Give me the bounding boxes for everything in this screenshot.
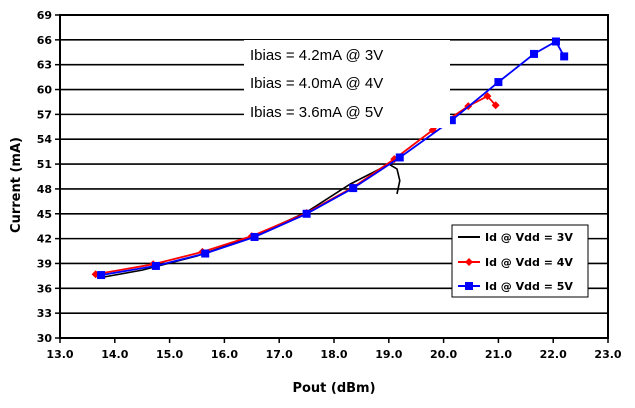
x-tick-label: 18.0 bbox=[320, 348, 347, 361]
data-point-marker bbox=[551, 37, 560, 46]
y-tick-label: 54 bbox=[37, 133, 53, 146]
annotation-line-2: Ibias = 4.0mA @ 4V bbox=[250, 75, 383, 92]
legend-label-3v: Id @ Vdd = 3V bbox=[485, 231, 573, 244]
x-tick-label: 17.0 bbox=[266, 348, 293, 361]
legend: Id @ Vdd = 3V Id @ Vdd = 4V Id @ Vdd = 5… bbox=[451, 224, 589, 298]
data-point-marker bbox=[151, 261, 160, 270]
annotation-background bbox=[244, 40, 450, 128]
data-point-marker bbox=[302, 209, 311, 218]
data-point-marker bbox=[201, 249, 210, 258]
annotation-line-1: Ibias = 4.2mA @ 3V bbox=[250, 47, 383, 64]
y-tick-label: 60 bbox=[37, 84, 53, 97]
data-point-marker bbox=[494, 78, 503, 87]
x-tick-label: 22.0 bbox=[540, 348, 567, 361]
x-tick-label: 19.0 bbox=[375, 348, 402, 361]
legend-marker-4v bbox=[465, 258, 473, 266]
data-point-marker bbox=[560, 52, 569, 61]
y-tick-label: 63 bbox=[37, 59, 52, 72]
data-point-marker bbox=[349, 184, 358, 193]
series-lines bbox=[91, 37, 569, 280]
x-tick-label: 21.0 bbox=[485, 348, 512, 361]
y-tick-label: 66 bbox=[37, 34, 53, 47]
data-point-marker bbox=[97, 271, 106, 280]
annotation-box: Ibias = 4.2mA @ 3V Ibias = 4.0mA @ 4V Ib… bbox=[244, 40, 450, 128]
y-axis-title: Current (mA) bbox=[9, 137, 24, 233]
y-tick-label: 51 bbox=[37, 158, 52, 171]
x-tick-label: 23.0 bbox=[594, 348, 621, 361]
y-tick-label: 33 bbox=[37, 307, 52, 320]
legend-marker-5v bbox=[465, 282, 473, 290]
x-tick-label: 16.0 bbox=[211, 348, 238, 361]
annotation-line-3: Ibias = 3.6mA @ 5V bbox=[250, 104, 383, 121]
series-line-1 bbox=[100, 163, 401, 279]
data-point-marker bbox=[483, 92, 492, 101]
x-tick-label: 14.0 bbox=[101, 348, 128, 361]
legend-label-4v: Id @ Vdd = 4V bbox=[485, 256, 573, 269]
y-tick-label: 36 bbox=[37, 282, 53, 295]
x-axis-title: Pout (dBm) bbox=[292, 381, 375, 396]
data-point-marker bbox=[250, 232, 259, 241]
axis-ticks: 30 33 36 39 42 45 48 51 54 57 60 63 66 69 13.0 14.0 15.0… bbox=[37, 9, 622, 361]
x-tick-label: 20.0 bbox=[430, 348, 457, 361]
data-point-marker bbox=[530, 49, 539, 58]
legend-label-5v: Id @ Vdd = 5V bbox=[485, 280, 573, 293]
y-tick-label: 39 bbox=[37, 257, 52, 270]
y-tick-label: 48 bbox=[37, 183, 52, 196]
x-tick-label: 13.0 bbox=[46, 348, 73, 361]
y-tick-label: 42 bbox=[37, 233, 52, 246]
y-tick-label: 30 bbox=[37, 332, 53, 345]
y-tick-label: 69 bbox=[37, 9, 52, 22]
data-point-marker bbox=[447, 116, 456, 125]
y-tick-label: 45 bbox=[37, 208, 52, 221]
x-tick-label: 15.0 bbox=[156, 348, 183, 361]
data-point-marker bbox=[491, 101, 500, 110]
data-point-marker bbox=[395, 153, 404, 162]
y-tick-label: 57 bbox=[37, 108, 52, 121]
